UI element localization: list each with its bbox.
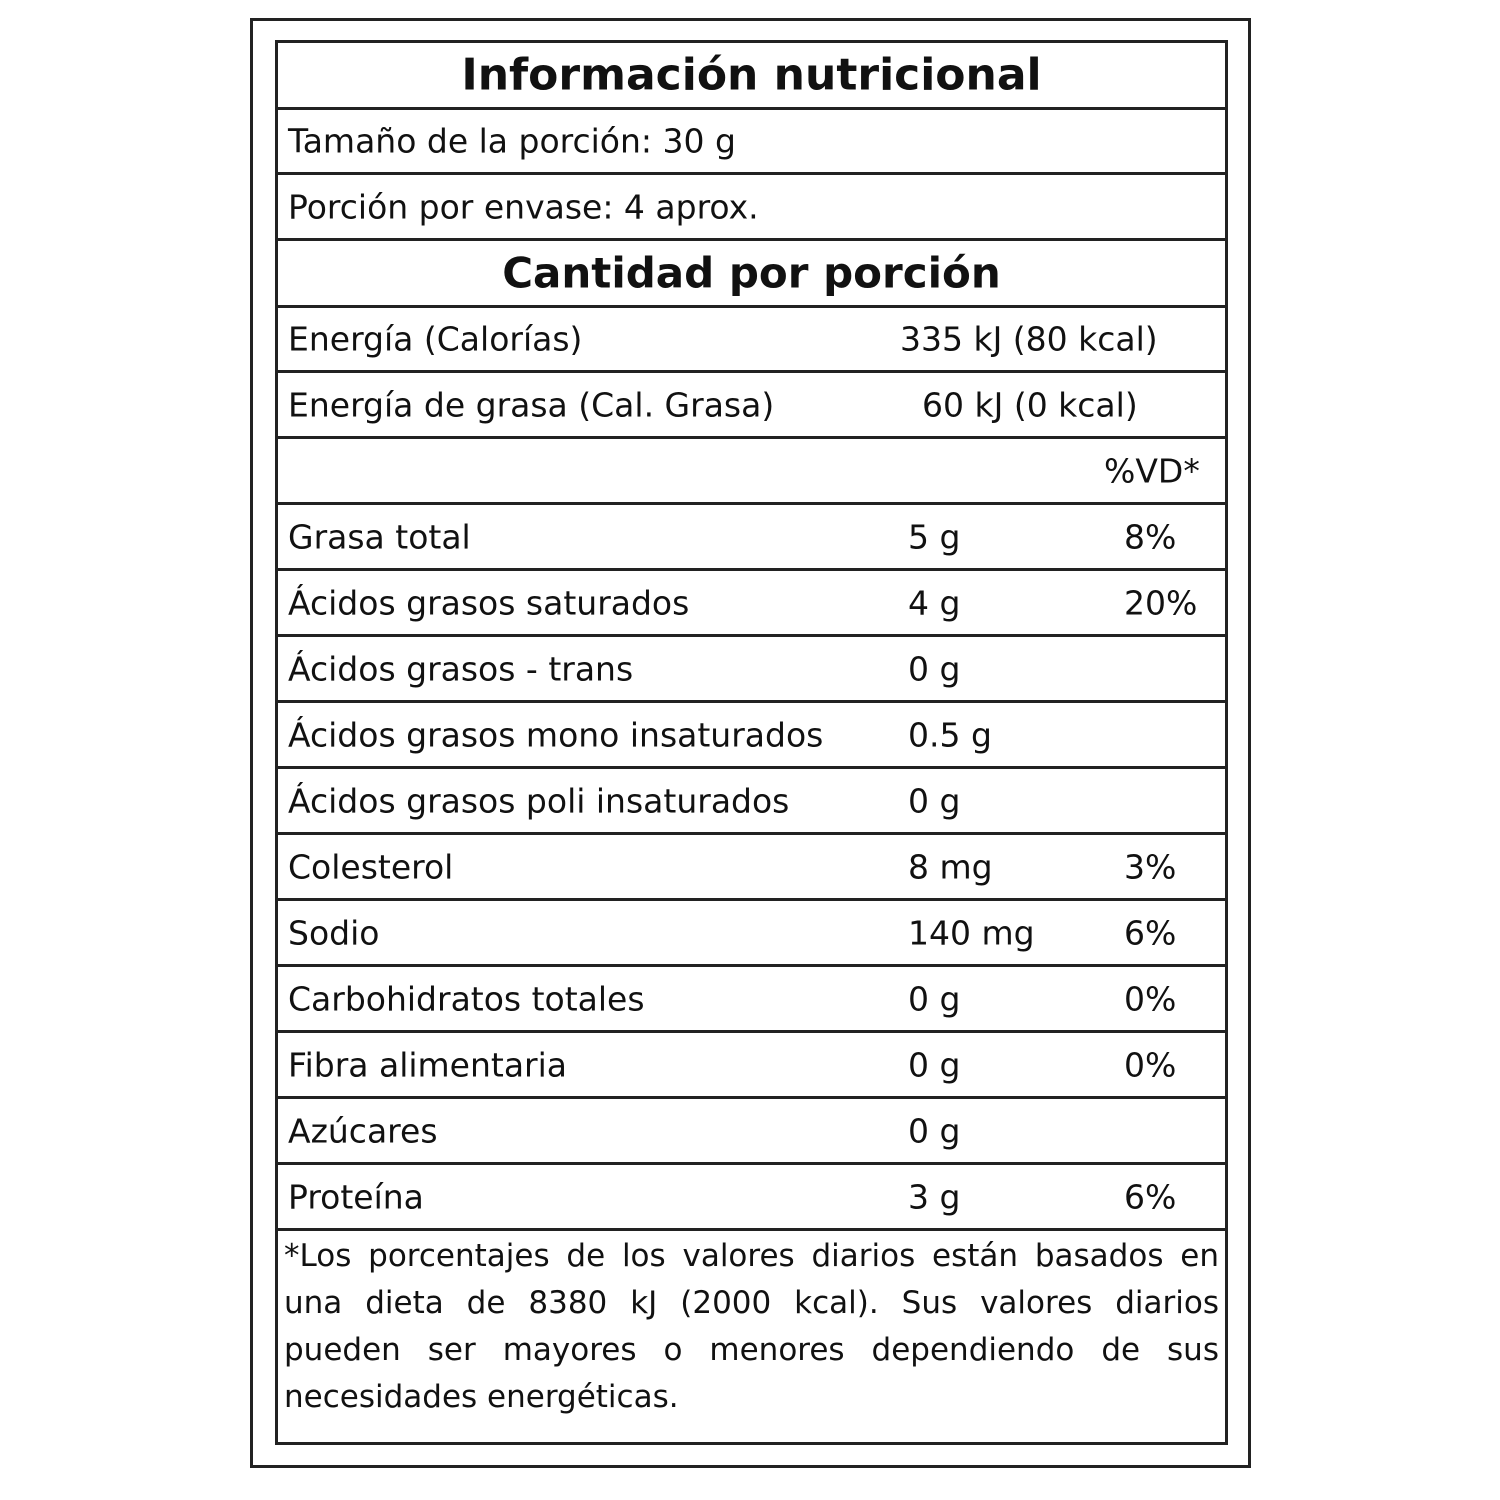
fat-energy-row: Energía de grasa (Cal. Grasa) 60 kJ (0 k…: [278, 373, 1225, 439]
nutrient-label: Azúcares: [288, 1111, 438, 1150]
nutrient-row: Sodio 140 mg 6%: [278, 901, 1225, 967]
nutrient-row: Fibra alimentaria 0 g 0%: [278, 1033, 1225, 1099]
nutrient-row: Colesterol 8 mg 3%: [278, 835, 1225, 901]
nutrient-dv: 3%: [1124, 847, 1177, 886]
nutrient-value: 3 g: [908, 1177, 961, 1216]
serving-size: Tamaño de la porción: 30 g: [288, 121, 736, 161]
footnote: *Los porcentajes de los valores diarios …: [284, 1238, 1219, 1415]
dv-header-row: %VD*: [278, 439, 1225, 505]
nutrient-label: Colesterol: [288, 847, 454, 886]
nutrient-row: Ácidos grasos saturados 4 g 20%: [278, 571, 1225, 637]
nutrient-value: 0 g: [908, 649, 961, 688]
nutrient-label: Grasa total: [288, 517, 471, 556]
nutrient-label: Ácidos grasos - trans: [288, 649, 634, 688]
nutrient-label: Proteína: [288, 1177, 424, 1216]
nutrient-label: Sodio: [288, 913, 380, 952]
amount-header: Cantidad por porción: [502, 248, 1001, 298]
nutrient-row: Proteína 3 g 6%: [278, 1165, 1225, 1231]
nutrient-dv: 0%: [1124, 979, 1177, 1018]
nutrient-dv: 0%: [1124, 1045, 1177, 1084]
nutrient-value: 0 g: [908, 781, 961, 820]
nutrient-value: 0.5 g: [908, 715, 992, 754]
dv-header: %VD*: [1104, 451, 1200, 490]
nutrient-row: Ácidos grasos - trans 0 g: [278, 637, 1225, 703]
nutrient-value: 4 g: [908, 583, 961, 622]
nutrient-row: Carbohidratos totales 0 g 0%: [278, 967, 1225, 1033]
nutrient-label: Fibra alimentaria: [288, 1045, 568, 1084]
nutrient-dv: 6%: [1124, 1177, 1177, 1216]
nutrient-label: Ácidos grasos mono insaturados: [288, 715, 824, 754]
nutrient-row: Ácidos grasos mono insaturados 0.5 g: [278, 703, 1225, 769]
nutrient-label: Carbohidratos totales: [288, 979, 645, 1018]
energy-label: Energía (Calorías): [288, 319, 583, 359]
fat-energy-value: 60 kJ (0 kcal): [922, 385, 1138, 424]
amount-header-row: Cantidad por porción: [278, 241, 1225, 308]
label-outer-border: [250, 18, 1251, 1468]
nutrient-value: 0 g: [908, 1045, 961, 1084]
nutrient-row: Ácidos grasos poli insaturados 0 g: [278, 769, 1225, 835]
nutrient-value: 140 mg: [908, 913, 1035, 952]
nutrient-value: 5 g: [908, 517, 961, 556]
nutrient-value: 0 g: [908, 1111, 961, 1150]
nutrient-value: 0 g: [908, 979, 961, 1018]
energy-row: Energía (Calorías) 335 kJ (80 kcal): [278, 308, 1225, 373]
nutrient-row: Grasa total 5 g 8%: [278, 505, 1225, 571]
title: Información nutricional: [461, 49, 1042, 101]
title-row: Información nutricional: [278, 43, 1225, 110]
nutrient-row: Azúcares 0 g: [278, 1099, 1225, 1165]
nutrition-facts-table: Información nutricional Tamaño de la por…: [275, 40, 1228, 1445]
nutrient-label: Ácidos grasos saturados: [288, 583, 690, 622]
nutrient-value: 8 mg: [908, 847, 993, 886]
nutrient-dv: 6%: [1124, 913, 1177, 952]
servings-row: Porción por envase: 4 aprox.: [278, 175, 1225, 241]
nutrient-dv: 8%: [1124, 517, 1177, 556]
nutrient-label: Ácidos grasos poli insaturados: [288, 781, 790, 820]
fat-energy-label: Energía de grasa (Cal. Grasa): [288, 385, 775, 424]
energy-value: 335 kJ (80 kcal): [900, 319, 1158, 359]
serving-size-row: Tamaño de la porción: 30 g: [278, 110, 1225, 175]
nutrient-dv: 20%: [1124, 583, 1198, 622]
servings-per-container: Porción por envase: 4 aprox.: [288, 187, 759, 226]
